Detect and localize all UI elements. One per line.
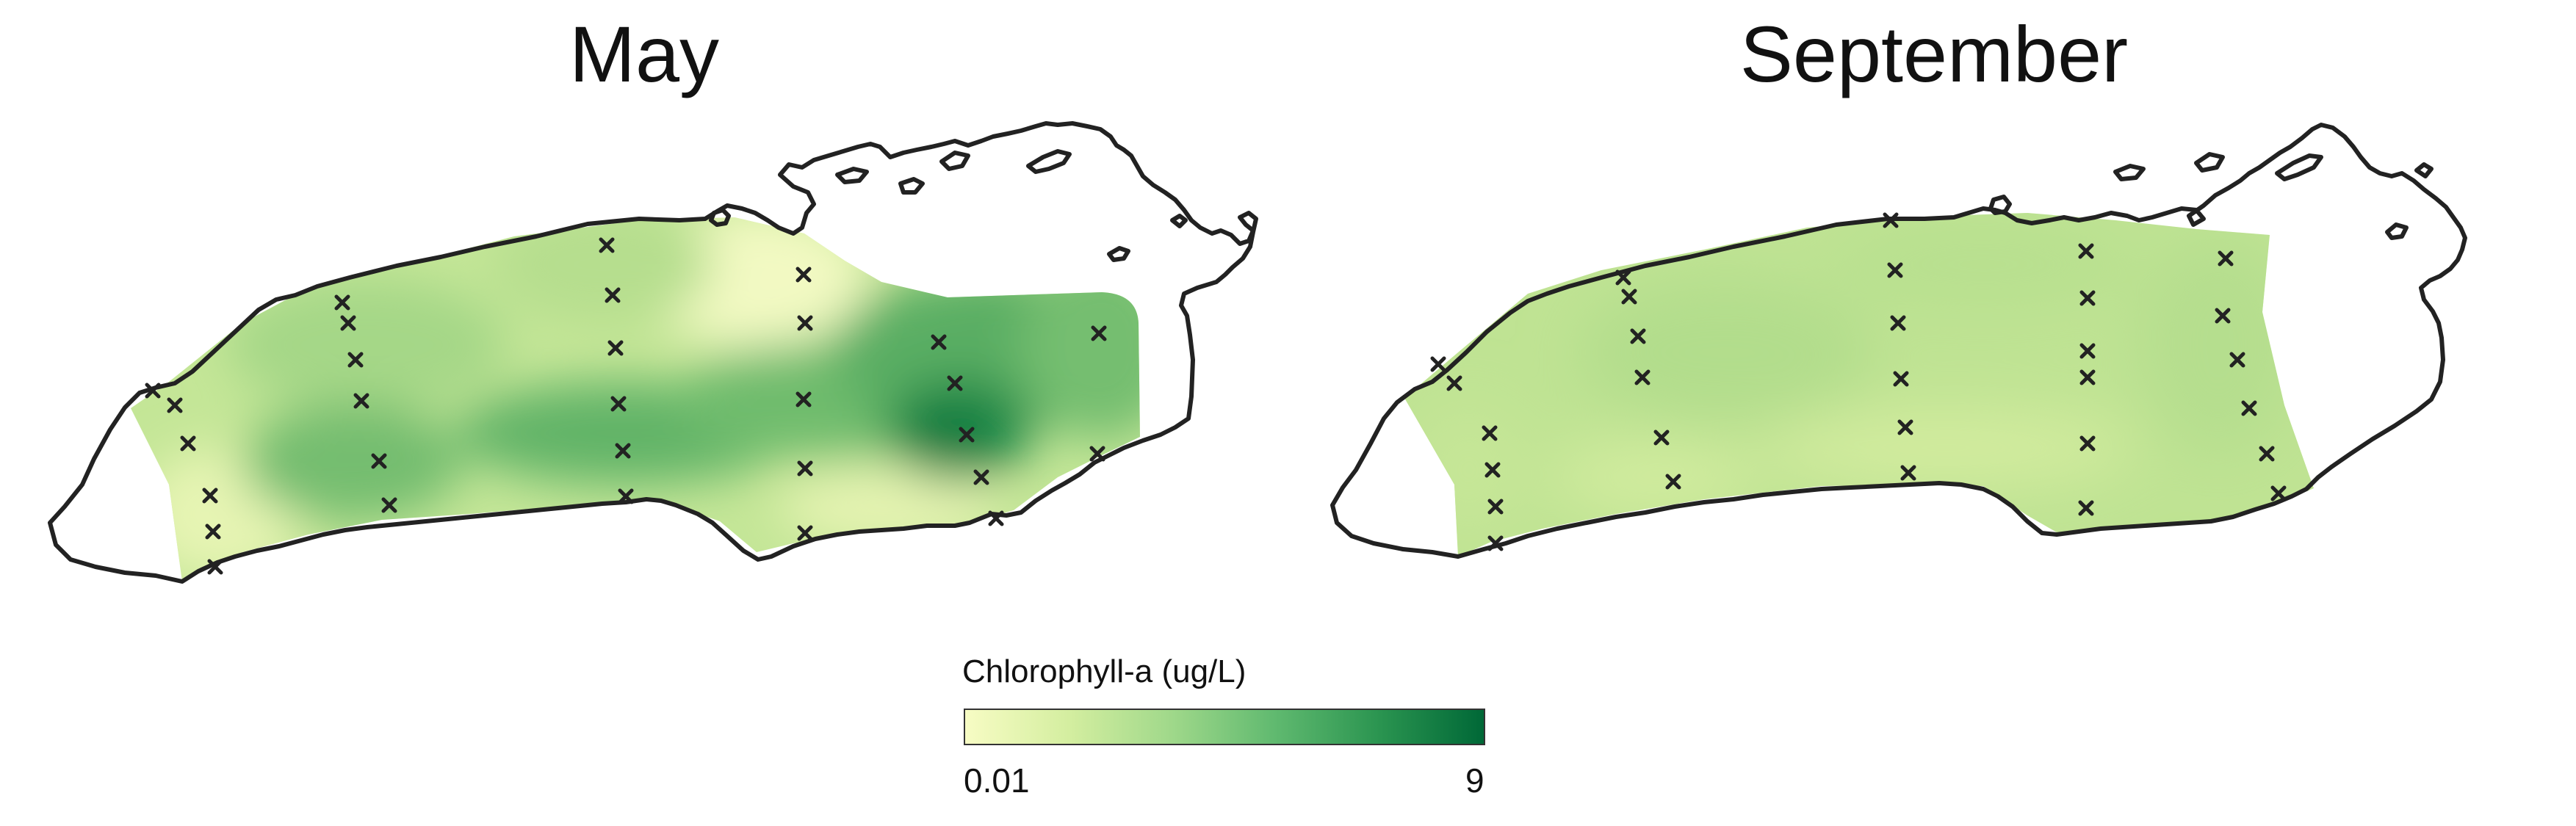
may-panel-title: May — [569, 10, 720, 98]
september-panel-title: September — [1739, 10, 2129, 98]
may-station-marker — [797, 525, 813, 541]
september-station-marker — [2078, 500, 2094, 516]
may-lake-island — [1026, 149, 1072, 174]
september-station-marker — [2079, 435, 2096, 452]
september-lake-shoreline — [1330, 123, 2467, 559]
september-station-marker — [1446, 375, 1462, 391]
september-lake-island — [1988, 195, 2012, 215]
september-station-marker — [1484, 462, 1501, 478]
legend-min-label: 0.01 — [964, 761, 1030, 800]
may-station-marker — [797, 460, 813, 477]
september-lake-island — [2414, 162, 2434, 178]
may-station-marker — [334, 294, 350, 311]
may-lake-island — [1170, 214, 1188, 228]
may-lake-island — [709, 208, 731, 227]
may-station-marker — [795, 391, 812, 407]
may-station-marker — [207, 559, 223, 575]
september-station-marker — [1900, 465, 1916, 481]
may-station-marker — [973, 469, 989, 485]
chlorophyll-colorbar — [964, 709, 1485, 745]
may-station-marker — [795, 267, 812, 283]
september-station-marker — [1893, 371, 1909, 387]
september-station-marker — [1487, 535, 1504, 551]
may-station-marker — [605, 287, 621, 303]
may-station-marker — [607, 340, 624, 356]
september-station-marker — [1482, 425, 1498, 441]
september-station-marker — [2270, 485, 2287, 501]
september-station-marker — [1897, 419, 1913, 435]
may-chlorophyll-surface — [131, 217, 1140, 582]
september-station-marker — [2078, 243, 2094, 259]
may-station-marker — [988, 510, 1004, 526]
may-station-marker — [347, 352, 364, 368]
september-station-marker — [1653, 430, 1670, 446]
september-station-marker — [2079, 343, 2096, 359]
september-station-marker — [1621, 289, 1637, 305]
may-station-marker — [371, 453, 387, 469]
may-lake-island — [939, 151, 970, 171]
may-station-marker — [167, 397, 183, 413]
september-lake-island — [2385, 222, 2409, 240]
may-lake-outline — [48, 121, 1258, 584]
may-station-marker — [615, 443, 631, 459]
may-lake-island — [1107, 246, 1130, 262]
legend-title: Chlorophyll-a (ug/L) — [962, 653, 1246, 689]
september-station-marker — [2218, 250, 2234, 267]
september-station-marker — [1430, 356, 1446, 372]
may-station-marker — [340, 315, 356, 331]
may-station-marker — [202, 488, 218, 504]
september-station-marker — [1630, 328, 1646, 344]
september-lake-outline — [1330, 123, 2467, 559]
may-station-marker — [947, 375, 963, 391]
september-station-marker — [2215, 308, 2231, 324]
september-station-marker — [1487, 499, 1504, 515]
september-station-marker — [1634, 369, 1650, 385]
september-station-marker — [2259, 446, 2275, 462]
may-station-marker — [1091, 325, 1107, 341]
legend-max-label: 9 — [1465, 761, 1484, 800]
may-station-marker — [599, 237, 615, 253]
may-station-marker — [931, 334, 947, 350]
september-lake-island — [2275, 153, 2323, 181]
may-lake-island — [835, 167, 869, 184]
may-station-marker — [145, 383, 161, 399]
may-station-markers — [145, 237, 1107, 575]
september-lake-island — [2113, 164, 2146, 181]
september-station-marker — [1890, 315, 1906, 331]
september-station-marker — [1665, 474, 1681, 490]
may-station-marker — [205, 524, 221, 540]
september-station-marker — [1615, 269, 1631, 286]
may-station-marker — [353, 393, 369, 409]
september-lake-island — [2194, 152, 2225, 173]
may-station-marker — [610, 396, 627, 412]
september-station-marker — [2079, 290, 2096, 306]
may-station-marker — [618, 488, 634, 504]
september-station-markers — [1430, 212, 2287, 551]
may-station-marker — [180, 435, 196, 452]
may-station-marker — [959, 427, 975, 443]
may-station-marker — [381, 497, 397, 513]
september-station-marker — [2229, 352, 2245, 368]
september-station-marker — [2079, 369, 2096, 385]
may-station-marker — [1089, 446, 1105, 462]
september-station-marker — [2241, 400, 2257, 416]
may-lake-shoreline — [48, 121, 1258, 584]
september-station-marker — [1883, 212, 1899, 228]
may-station-marker — [797, 315, 813, 331]
may-lake-island — [898, 177, 925, 195]
september-station-marker — [1887, 262, 1903, 278]
